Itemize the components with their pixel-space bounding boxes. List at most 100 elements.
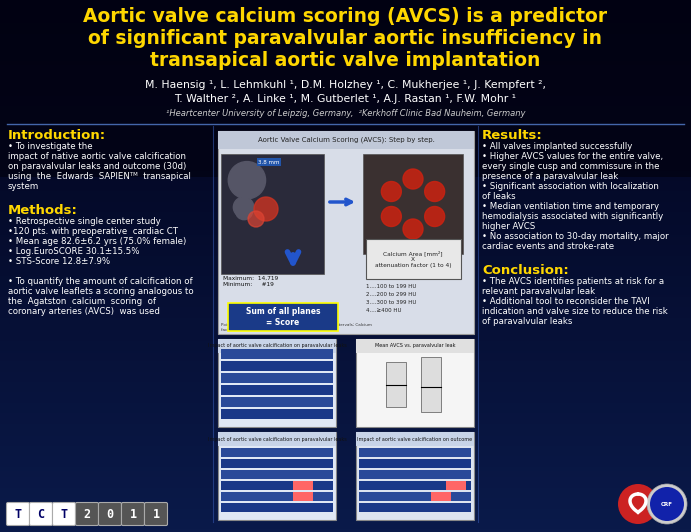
FancyBboxPatch shape bbox=[144, 503, 167, 526]
Text: Impact of aortic valve calcification on paravalvular leaks: Impact of aortic valve calcification on … bbox=[207, 344, 346, 348]
Text: Sum of all planes
= Score: Sum of all planes = Score bbox=[246, 307, 320, 327]
Text: Aortic Valve Calcium Scoring (AVCS): Step by step.: Aortic Valve Calcium Scoring (AVCS): Ste… bbox=[258, 137, 435, 143]
Text: 3.8 mm: 3.8 mm bbox=[258, 160, 280, 164]
Circle shape bbox=[650, 487, 684, 521]
Bar bbox=[356, 432, 474, 446]
Bar bbox=[359, 503, 471, 512]
Text: relevant paravalvular leak: relevant paravalvular leak bbox=[482, 287, 595, 296]
Bar bbox=[218, 432, 336, 520]
Bar bbox=[386, 362, 406, 407]
Bar bbox=[218, 131, 474, 149]
Text: 2....200 to 299 HU: 2....200 to 299 HU bbox=[366, 292, 417, 297]
Bar bbox=[221, 503, 333, 512]
Text: • All valves implanted successfully: • All valves implanted successfully bbox=[482, 142, 632, 151]
Bar bbox=[221, 448, 333, 457]
Bar bbox=[221, 481, 333, 490]
Bar bbox=[359, 492, 471, 501]
Text: T: T bbox=[60, 508, 68, 520]
Text: using  the  Edwards  SAPIENᵀᴹ  transapical: using the Edwards SAPIENᵀᴹ transapical bbox=[8, 172, 191, 181]
Bar bbox=[0, 0, 691, 177]
Circle shape bbox=[618, 484, 658, 524]
Text: every single cusp and commissure in the: every single cusp and commissure in the bbox=[482, 162, 659, 171]
Text: transapical aortic valve implantation: transapical aortic valve implantation bbox=[151, 51, 540, 70]
Text: • Retrospective single center study: • Retrospective single center study bbox=[8, 217, 161, 226]
Bar bbox=[293, 481, 313, 490]
Circle shape bbox=[232, 221, 250, 239]
Text: • Median ventilation time and temporary: • Median ventilation time and temporary bbox=[482, 202, 659, 211]
Text: coronary arteries (AVCS)  was used: coronary arteries (AVCS) was used bbox=[8, 307, 160, 316]
Text: Aortic valve calcium scoring (AVCS) is a predictor: Aortic valve calcium scoring (AVCS) is a… bbox=[84, 6, 607, 26]
Bar bbox=[359, 459, 471, 468]
Bar bbox=[363, 154, 463, 254]
Bar bbox=[218, 339, 336, 427]
Text: • No association to 30-day mortality, major: • No association to 30-day mortality, ma… bbox=[482, 232, 669, 241]
Text: • Mean age 82.6±6.2 yrs (75.0% female): • Mean age 82.6±6.2 yrs (75.0% female) bbox=[8, 237, 187, 246]
Text: Calcium Area [mm²]
X
attenuation factor (1 to 4): Calcium Area [mm²] X attenuation factor … bbox=[375, 251, 451, 268]
Text: indication and valve size to reduce the risk: indication and valve size to reduce the … bbox=[482, 307, 668, 316]
Text: M. Haensig ¹, L. Lehmkuhl ¹, D.M. Holzhey ¹, C. Mukherjee ¹, J. Kempfert ²,: M. Haensig ¹, L. Lehmkuhl ¹, D.M. Holzhe… bbox=[145, 80, 546, 90]
Circle shape bbox=[647, 484, 687, 524]
Text: Mean AVCS vs. paravalvular leak: Mean AVCS vs. paravalvular leak bbox=[375, 344, 455, 348]
Text: Maximum:  14,719
Minimum:     #19: Maximum: 14,719 Minimum: #19 bbox=[223, 276, 278, 287]
Bar bbox=[221, 470, 333, 479]
Text: presence of a paravalvular leak: presence of a paravalvular leak bbox=[482, 172, 618, 181]
Text: T: T bbox=[15, 508, 21, 520]
Bar bbox=[421, 357, 441, 412]
Bar bbox=[293, 492, 313, 501]
Text: hemodialysis associated with significantly: hemodialysis associated with significant… bbox=[482, 212, 663, 221]
Text: Points: Calcium>130 HU; Identified by 2D slices, 3 mm intervals; Calcium
factor:: Points: Calcium>130 HU; Identified by 2D… bbox=[221, 323, 372, 332]
Text: the  Agatston  calcium  scoring  of: the Agatston calcium scoring of bbox=[8, 297, 156, 306]
Text: of paravalvular leaks: of paravalvular leaks bbox=[482, 317, 572, 326]
Text: 4....≥400 HU: 4....≥400 HU bbox=[366, 308, 401, 313]
FancyBboxPatch shape bbox=[122, 503, 144, 526]
Bar bbox=[359, 448, 471, 457]
Bar bbox=[221, 492, 333, 501]
Text: • To investigate the: • To investigate the bbox=[8, 142, 93, 151]
Text: Methods:: Methods: bbox=[8, 204, 78, 217]
Circle shape bbox=[257, 210, 291, 243]
Circle shape bbox=[403, 219, 423, 239]
Bar bbox=[431, 492, 451, 501]
Text: Impact of aortic valve calcification on outcome: Impact of aortic valve calcification on … bbox=[357, 436, 473, 442]
Circle shape bbox=[248, 211, 264, 227]
Text: Conclusion:: Conclusion: bbox=[482, 264, 569, 277]
Text: 0: 0 bbox=[106, 508, 113, 520]
Circle shape bbox=[425, 206, 444, 227]
Text: impact of native aortic valve calcification: impact of native aortic valve calcificat… bbox=[8, 152, 186, 161]
Text: •120 pts. with preoperative  cardiac CT: •120 pts. with preoperative cardiac CT bbox=[8, 227, 178, 236]
Circle shape bbox=[381, 181, 401, 202]
Bar bbox=[356, 432, 474, 520]
Text: • STS-Score 12.8±7.9%: • STS-Score 12.8±7.9% bbox=[8, 257, 110, 266]
Text: of significant paravalvular aortic insufficiency in: of significant paravalvular aortic insuf… bbox=[88, 29, 603, 47]
Text: 2: 2 bbox=[84, 508, 91, 520]
Text: 1....100 to 199 HU: 1....100 to 199 HU bbox=[366, 284, 417, 289]
Text: ¹Heartcenter University of Leipzig, Germany,  ²Kerkhoff Clinic Bad Nauheim, Germ: ¹Heartcenter University of Leipzig, Germ… bbox=[166, 109, 525, 118]
Text: CRF: CRF bbox=[661, 502, 673, 506]
Text: 1: 1 bbox=[153, 508, 160, 520]
FancyBboxPatch shape bbox=[53, 503, 75, 526]
Text: 3....300 to 399 HU: 3....300 to 399 HU bbox=[366, 300, 417, 305]
Text: Introduction:: Introduction: bbox=[8, 129, 106, 142]
Text: higher AVCS: higher AVCS bbox=[482, 222, 536, 231]
Bar bbox=[359, 481, 471, 490]
Bar bbox=[359, 470, 471, 479]
Text: • Log.EuroSCORE 30.1±15.5%: • Log.EuroSCORE 30.1±15.5% bbox=[8, 247, 140, 256]
FancyBboxPatch shape bbox=[75, 503, 99, 526]
Text: on paravalvular leaks and outcome (30d): on paravalvular leaks and outcome (30d) bbox=[8, 162, 187, 171]
FancyBboxPatch shape bbox=[6, 503, 30, 526]
Text: • Higher AVCS values for the entire valve,: • Higher AVCS values for the entire valv… bbox=[482, 152, 663, 161]
Bar bbox=[218, 131, 474, 334]
FancyBboxPatch shape bbox=[30, 503, 53, 526]
Bar bbox=[221, 154, 324, 274]
Bar bbox=[221, 361, 333, 371]
Bar bbox=[218, 339, 336, 353]
Text: • Additional tool to reconsider the TAVI: • Additional tool to reconsider the TAVI bbox=[482, 297, 650, 306]
Text: • Significant association with localization: • Significant association with localizat… bbox=[482, 182, 659, 191]
Bar bbox=[221, 409, 333, 419]
Bar bbox=[366, 239, 461, 279]
Text: C: C bbox=[37, 508, 44, 520]
Bar bbox=[218, 432, 336, 446]
Text: cardiac events and stroke-rate: cardiac events and stroke-rate bbox=[482, 242, 614, 251]
Bar bbox=[446, 481, 466, 490]
Circle shape bbox=[403, 169, 423, 189]
